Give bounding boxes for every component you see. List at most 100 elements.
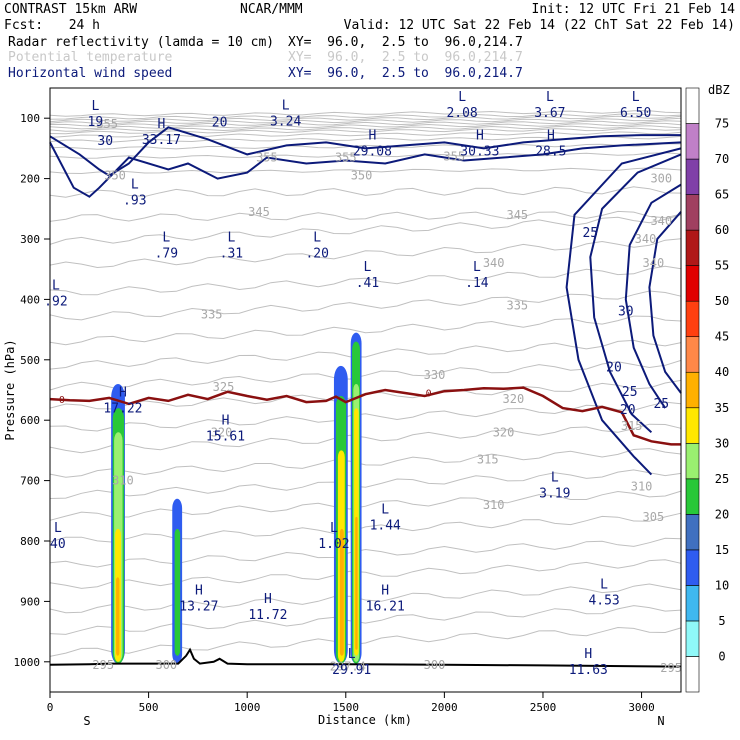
extremum-kind: L: [348, 647, 356, 662]
reflectivity-cell: [174, 528, 181, 656]
zero-isotherm: 00: [49, 386, 681, 446]
theta-contour-line: [49, 469, 682, 499]
colorbar-level: 60: [715, 223, 729, 237]
y-tick-label: 900: [20, 595, 40, 608]
extremum-kind: L: [282, 98, 290, 113]
theta-label: 335: [201, 308, 223, 322]
extremum-value: .20: [305, 247, 328, 262]
valid-time: Valid: 12 UTC Sat 22 Feb 14 (22 ChT Sat …: [344, 18, 735, 33]
forecast-hours: 24 h: [69, 18, 100, 33]
extremum-value: 6.50: [620, 106, 651, 121]
extremum-kind: L: [600, 577, 608, 592]
wind-speed-label: 20: [620, 403, 636, 418]
theta-label: 345: [506, 208, 528, 222]
y-tick-label: 700: [20, 475, 40, 488]
extremum-value: .79: [155, 247, 178, 262]
extremum-value: 19: [88, 115, 104, 130]
field-xy-theta: XY= 96.0, 2.5 to 96.0,214.7: [288, 50, 523, 65]
theta-contour-line: [49, 152, 682, 159]
theta-label: 350: [104, 169, 126, 183]
extremum-kind: H: [476, 129, 484, 144]
endpoint-left: S: [83, 714, 90, 728]
theta-contour-line: [49, 423, 682, 454]
extremum-value: 33.17: [142, 133, 181, 148]
potential-temperature-contours: [49, 110, 682, 657]
theta-contour-line: [49, 115, 682, 123]
extremum-kind: L: [52, 278, 60, 293]
extremum-value: 3.67: [534, 106, 565, 121]
theta-label: 300: [424, 658, 446, 672]
extremum-kind: L: [551, 470, 559, 485]
endpoint-right: N: [657, 714, 664, 728]
theta-contour-line: [49, 214, 682, 245]
extremum-value: 17.22: [103, 401, 142, 416]
theta-label: 355: [335, 150, 357, 164]
theta-label: 340: [483, 256, 505, 270]
wind-speed-contours: [49, 126, 682, 476]
theta-contour-line: [49, 210, 682, 222]
theta-contour-line: [49, 186, 682, 198]
wind-speed-label: 25: [582, 226, 598, 241]
extremum-value: .41: [356, 276, 379, 291]
wind-contour-line: [648, 211, 682, 394]
colorbar-swatch: [685, 300, 700, 338]
colorbar-swatch: [685, 585, 700, 622]
extremum-value: 11.63: [569, 663, 608, 678]
colorbar-level: 25: [715, 472, 729, 486]
field-xy-reflectivity: XY= 96.0, 2.5 to 96.0,214.7: [288, 35, 523, 50]
theta-contour-line: [49, 131, 682, 138]
extremum-kind: L: [91, 99, 99, 114]
colorbar-swatch: [685, 442, 700, 480]
wind-speed-label: 20: [606, 361, 622, 376]
zero-isotherm-label: 0: [59, 395, 65, 406]
theta-label: 350: [351, 169, 373, 183]
theta-label: 300: [650, 172, 672, 186]
colorbar-level: 70: [715, 152, 729, 166]
extremum-kind: L: [458, 90, 466, 105]
theta-label: 340: [635, 232, 657, 246]
colorbar: 0 5 10 15 20 25 30 35 40 45 50 55 60 65 70 75: [685, 87, 729, 693]
forecast-label: Fcst:: [4, 18, 43, 33]
extremum-value: 29.91: [332, 663, 371, 678]
extremum-value: .93: [123, 193, 146, 208]
extremum-kind: H: [368, 129, 376, 144]
extremum-kind: L: [364, 260, 372, 275]
reflectivity-cell: [339, 528, 344, 656]
theta-contour-line: [49, 512, 682, 543]
extremum-value: 30.33: [460, 145, 499, 160]
theta-label: 355: [256, 150, 278, 164]
extremum-value: 40: [50, 537, 66, 552]
theta-label: 315: [621, 419, 643, 433]
colorbar-swatch: [685, 229, 700, 266]
theta-label: 310: [112, 474, 134, 488]
center-title: NCAR/MMM: [240, 2, 303, 17]
colorbar-swatch: [685, 265, 700, 302]
theta-label: 320: [493, 425, 515, 439]
theta-contour-line: [49, 559, 682, 589]
theta-contour-line: [49, 537, 682, 568]
terrain-line: [49, 647, 682, 668]
extremum-kind: H: [381, 583, 389, 598]
theta-label: 340: [643, 256, 665, 270]
y-tick-label: 500: [20, 354, 40, 367]
extremum-kind: H: [222, 414, 230, 429]
theta-contour-line: [49, 605, 682, 635]
colorbar-swatch: [685, 620, 700, 657]
theta-label: 355: [443, 149, 465, 163]
extremum-value: 3.24: [270, 114, 301, 129]
wind-speed-label: 25: [622, 385, 638, 400]
wind-contour-line: [49, 141, 682, 198]
extremum-value: 1.44: [370, 518, 401, 533]
y-tick-label: 300: [20, 233, 40, 246]
extremum-kind: H: [119, 385, 127, 400]
theta-label: 330: [424, 368, 446, 382]
extremum-value: 1.02: [318, 537, 349, 552]
theta-contour-line: [49, 290, 682, 321]
extremum-kind: H: [584, 647, 592, 662]
colorbar-unit: dBZ: [708, 83, 730, 97]
colorbar-level: 15: [715, 543, 729, 557]
colorbar-swatch: [685, 158, 700, 195]
reflectivity-cell: [355, 516, 358, 650]
colorbar-swatch: [685, 194, 700, 231]
